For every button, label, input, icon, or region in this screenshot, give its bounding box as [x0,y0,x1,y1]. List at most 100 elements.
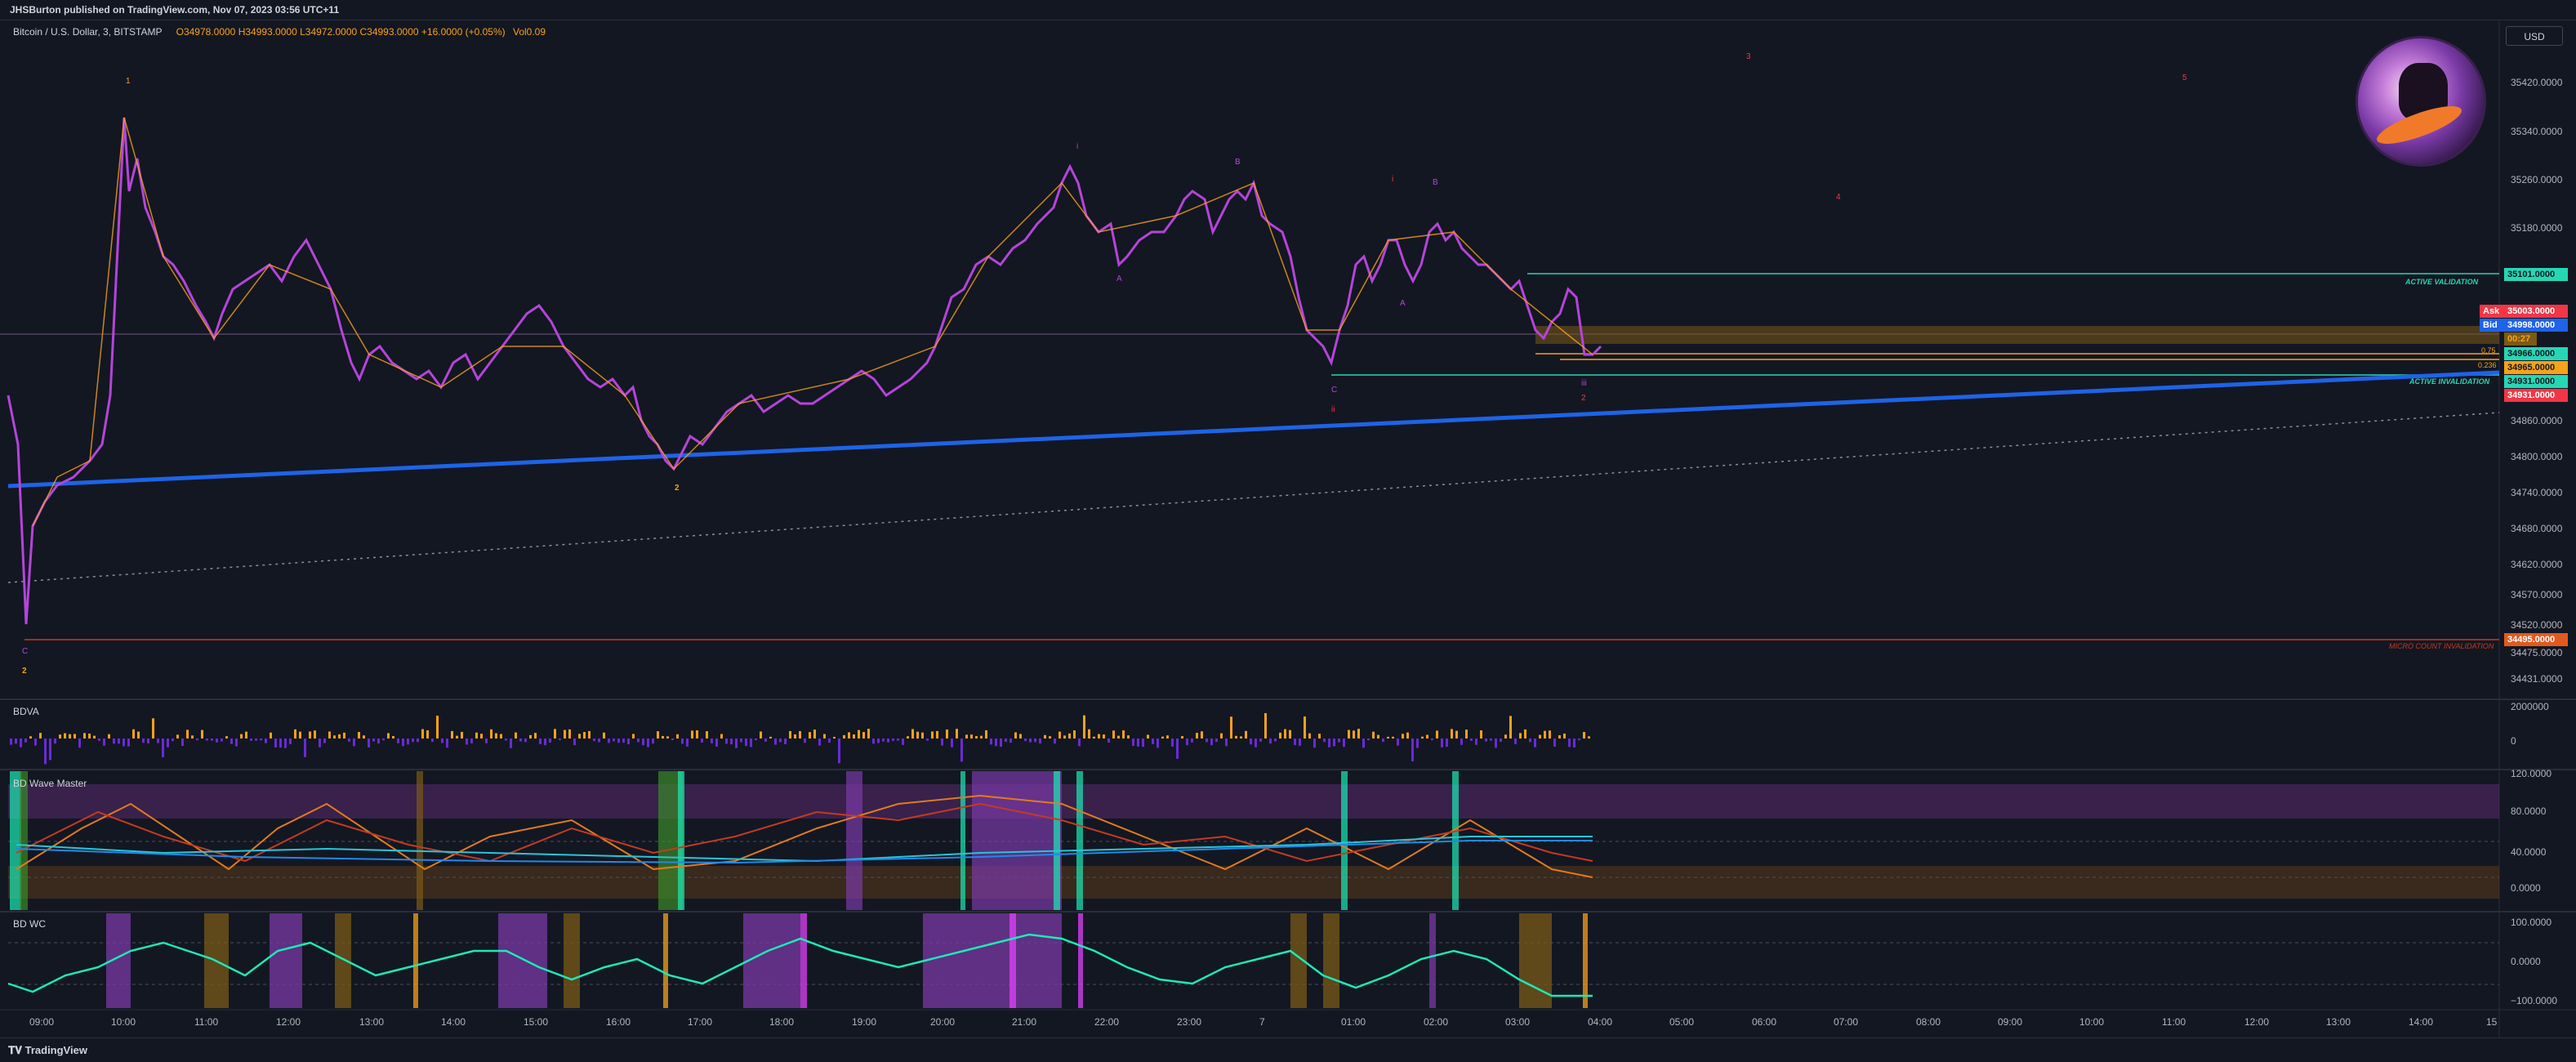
wc-signal-stripe [1429,913,1436,1008]
price-label: 35420.0000 [2511,77,2563,88]
bdva-bar [74,734,76,738]
bdva-bar [1308,733,1311,738]
bdva-bar [730,738,733,745]
bdva-bar [1191,738,1193,743]
price-series [7,117,1602,625]
bdva-bar [225,736,228,738]
wave-signal-stripe [972,771,1062,910]
bdva-bar [1304,716,1306,738]
bdva-bar [44,738,47,765]
bdva-bar [1117,735,1120,738]
bdva-bar [1588,736,1590,738]
bdva-bar [1500,738,1502,743]
wc-signal-stripe [1078,913,1083,1008]
bdva-bar [872,738,875,744]
symbol-title[interactable]: Bitcoin / U.S. Dollar, 3, BITSTAMP [13,26,163,38]
bdva-bar [1348,730,1350,738]
bdva-bars [10,712,1590,765]
bdva-bar [309,731,311,738]
bdva-bar [88,733,91,738]
bdva-bar [911,729,914,738]
wave-signal-stripe [1054,771,1060,910]
bdva-bar [809,732,811,738]
wave-label: i [1076,142,1079,151]
time-label: 15:00 [524,1016,549,1028]
time-label: 04:00 [1588,1016,1613,1028]
bdva-bar [191,735,194,738]
bdva-bar [1362,738,1365,748]
bdva-bar [1098,734,1100,738]
bdva-bar [627,738,630,745]
bdva-axis-label: 2000000 [2511,701,2549,712]
fib-075-label: 0.75 [2481,346,2496,355]
wave-signal-stripe [846,771,862,910]
bdva-bar [490,729,492,738]
bdva-bar [1196,733,1198,738]
bdva-bar [926,738,929,741]
bdva-bar [29,736,32,738]
bdva-bar [201,730,203,738]
symbol-legend[interactable]: Bitcoin / U.S. Dollar, 3, BITSTAMP O3497… [13,26,546,38]
bdva-bar [1465,730,1468,738]
time-label: 14:00 [2409,1016,2434,1028]
bdva-bar [975,736,978,738]
bdva-bar [916,731,919,738]
bdva-bar [1490,738,1492,741]
wave-axis-label: 0.0000 [2511,882,2541,894]
bdva-bar [436,716,439,738]
time-label: 11:00 [194,1016,219,1028]
bdva-bar [108,734,110,738]
price-label: 34520.0000 [2511,619,2563,631]
bdva-bar [1122,730,1125,738]
price-label: 34860.0000 [2511,415,2563,426]
time-label: 07:00 [1834,1016,1859,1028]
bdva-bar [1514,738,1517,744]
bdva-bar [657,731,659,738]
bdva-bar [1127,735,1130,738]
bdva-bar [789,730,791,738]
bdva-bar [260,738,262,741]
wave-signal-stripe [1341,771,1348,910]
bdva-bar [1411,738,1414,761]
bdva-bar [240,734,243,738]
wave-label: ii [1331,405,1335,414]
wave-label: B [1235,158,1241,167]
bdva-bar [1161,736,1164,738]
chart-canvas[interactable] [0,20,2576,1037]
wave-label: 5 [2182,74,2187,83]
bdva-bar [1049,736,1051,738]
currency-button[interactable]: USD [2506,26,2563,46]
bdva-pane-title[interactable]: BDVA [13,706,39,717]
bdva-bar [1436,730,1438,738]
bdva-bar [828,738,831,743]
bdva-bar [377,738,380,744]
bdva-bar [245,731,247,738]
bdva-bar [534,733,537,738]
bdva-bar [206,738,208,741]
wave-axis-label: 120.0000 [2511,768,2552,779]
tradingview-logo[interactable]: 𝐓𝐕 TradingView [8,1044,87,1057]
bdva-bar [250,738,252,741]
bdva-bar [1544,730,1546,738]
bdva-bar [637,738,640,743]
wave-label: 4 [1836,193,1841,202]
bdva-bar [1005,738,1007,743]
bdva-bar [1372,731,1375,738]
bdva-bar [1039,738,1041,744]
bdva-bar [274,738,277,747]
wave-master-pane-title[interactable]: BD Wave Master [13,778,87,789]
time-label: 18:00 [769,1016,795,1028]
bdva-bar [720,734,723,738]
bdva-bar [1328,738,1330,747]
bdva-bar [1019,734,1022,738]
bdva-bar [431,738,434,743]
bdva-bar [294,729,296,738]
wc-pane-title[interactable]: BD WC [13,918,46,930]
wave-label: B [1433,178,1438,187]
bdva-bar [946,729,948,738]
bdva-bar [1402,734,1404,738]
wc-signal-stripe [270,913,302,1008]
bdva-bar [1264,712,1267,738]
bdva-bar [539,738,541,744]
bdva-bar [1421,736,1424,738]
